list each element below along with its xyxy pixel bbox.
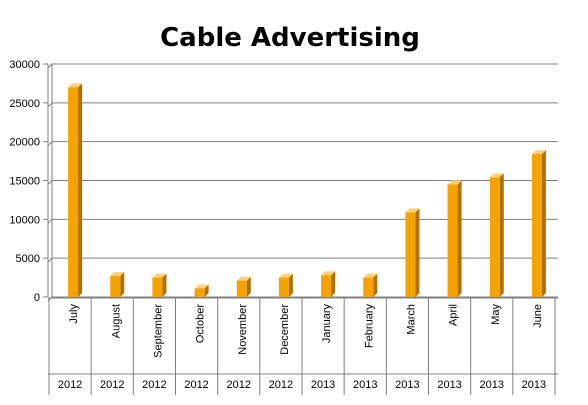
y-tick-label: 10000	[9, 214, 40, 226]
y-tick-label: 15000	[9, 176, 40, 188]
x-category-label: April	[448, 304, 460, 326]
bar-december	[278, 277, 289, 297]
x-category-label: July	[68, 304, 80, 324]
bar-side	[541, 150, 546, 297]
x-year-label: 2013	[395, 379, 419, 391]
bar-january	[321, 275, 332, 297]
gridlines	[47, 63, 558, 302]
bar-october	[194, 288, 205, 297]
x-category-label: December	[279, 304, 291, 355]
bar-side	[78, 83, 83, 297]
y-tick-label: 5000	[16, 253, 40, 265]
x-year-label: 2012	[58, 379, 82, 391]
x-year-label: 2013	[437, 379, 461, 391]
x-year-label: 2012	[184, 379, 208, 391]
bar-top	[236, 276, 251, 281]
x-year-label: 2013	[353, 379, 377, 391]
x-category-label: May	[490, 304, 502, 325]
x-category-label: August	[110, 304, 122, 338]
x-year-label: 2012	[100, 379, 124, 391]
bar-top	[68, 83, 83, 88]
y-tick-label: 25000	[9, 98, 40, 110]
bar-april	[447, 184, 458, 297]
bar-side	[331, 271, 336, 297]
bar-top	[531, 150, 546, 155]
bar-march	[405, 212, 416, 297]
chart-title: Cable Advertising	[160, 23, 420, 53]
gridline	[47, 257, 558, 263]
x-category-label: September	[152, 304, 164, 358]
bar-side	[457, 180, 462, 297]
gridline	[47, 218, 558, 224]
x-category-label: June	[532, 304, 544, 328]
bar-top	[363, 273, 378, 278]
bar-side	[415, 208, 420, 297]
x-category-label: November	[237, 304, 249, 355]
bar-november	[236, 280, 247, 297]
bar-top	[447, 180, 462, 185]
x-year-label: 2013	[480, 379, 504, 391]
x-year-label: 2013	[522, 379, 546, 391]
x-category-label: March	[405, 304, 417, 335]
bar-top	[405, 208, 420, 213]
bar-february	[363, 277, 374, 297]
bar-top	[194, 284, 209, 289]
bars	[68, 83, 546, 297]
bar-side	[373, 273, 378, 297]
x-category-label: January	[321, 304, 333, 344]
bar-may	[489, 177, 500, 297]
x-year-label: 2013	[311, 379, 335, 391]
bar-september	[152, 277, 163, 297]
y-tick-label: 0	[34, 292, 40, 304]
gridline	[47, 141, 558, 147]
bar-july	[68, 87, 79, 297]
x-axis-categories: July 2012 August 2012 September 2012 October 20…	[48, 298, 558, 395]
y-tick-label: 30000	[9, 59, 40, 71]
gridline	[47, 180, 558, 185]
bar-side	[162, 273, 167, 297]
bar-top	[110, 272, 125, 277]
x-year-label: 2012	[227, 379, 251, 391]
x-year-label: 2012	[269, 379, 293, 391]
y-tick-label: 20000	[9, 137, 40, 149]
bar-august	[110, 276, 121, 297]
bar-side	[246, 276, 251, 297]
gridline	[47, 63, 558, 69]
y-axis-ticks: 0 5000 10000 15000 20000 25000 30000	[9, 59, 48, 304]
bar-top	[489, 173, 504, 178]
bar-top	[152, 273, 167, 278]
bar-top	[321, 271, 336, 276]
bar-side	[288, 273, 293, 297]
bar-june	[531, 154, 542, 297]
bar-side	[204, 284, 209, 297]
gridline	[47, 102, 558, 108]
bar-side	[499, 173, 504, 297]
x-category-label: October	[195, 304, 207, 343]
x-year-label: 2012	[142, 379, 166, 391]
bar-side	[120, 272, 125, 297]
bar-top	[278, 273, 293, 278]
x-category-label: February	[363, 304, 375, 349]
